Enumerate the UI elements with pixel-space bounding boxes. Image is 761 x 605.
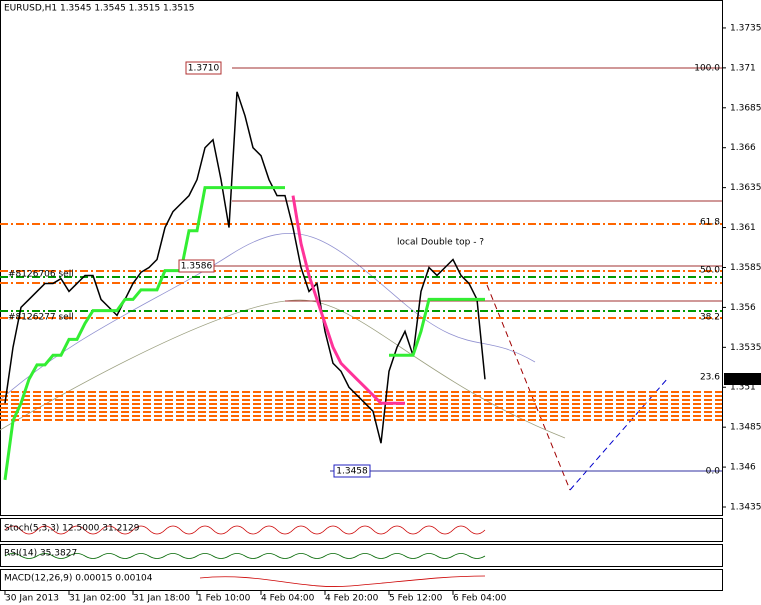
- y-tick-label: 1.356: [730, 303, 756, 313]
- stop-line: [389, 297, 485, 357]
- indicator-label: MACD(12,26,9) 0.00015 0.00104: [4, 574, 153, 584]
- annotation: local Double top - ?: [397, 238, 484, 248]
- annotation: 23.6: [700, 373, 720, 383]
- price-line: [4, 91, 486, 444]
- y-tick-label: 1.361: [730, 223, 756, 233]
- indicator-label: RSI(14) 35.3827: [4, 549, 77, 559]
- price-label-box: [333, 464, 371, 478]
- stop-line: [291, 195, 405, 405]
- annotation: 100.0: [694, 64, 720, 74]
- x-tick-label: 4 Feb 20:00: [325, 594, 379, 604]
- annotation: 0.0: [706, 467, 721, 477]
- indicator-label: Stoch(5,3,3) 12.5000 31.2129: [4, 524, 140, 534]
- annotation: #8126706 sell: [8, 270, 74, 280]
- y-tick-label: 1.3435: [730, 503, 761, 513]
- moving-average: [0, 299, 566, 439]
- y-tick-label: 1.3735: [730, 23, 761, 33]
- x-tick-label: 5 Feb 12:00: [389, 594, 443, 604]
- stop-line: [3, 186, 285, 481]
- y-tick-label: 1.371: [730, 63, 756, 73]
- annotation: 50.0: [700, 266, 720, 276]
- rsi-line: [4, 553, 486, 559]
- last-price: 1.3515: [728, 375, 760, 385]
- stoch-pane: [0, 518, 723, 542]
- macd-pane: [0, 569, 723, 591]
- x-tick-label: 4 Feb 04:00: [261, 594, 315, 604]
- last-price-box: [724, 373, 761, 385]
- annotation: 1.3458: [336, 467, 368, 477]
- macd-signal: [199, 575, 486, 587]
- rsi-pane: [0, 544, 723, 567]
- x-tick-label: 6 Feb 04:00: [453, 594, 507, 604]
- y-tick-label: 1.3685: [730, 103, 761, 113]
- y-tick-label: 1.3585: [730, 263, 761, 273]
- price-label-box: [185, 61, 222, 75]
- x-tick-label: 1 Feb 10:00: [197, 594, 251, 604]
- x-tick-label: 30 Jan 2013: [5, 594, 59, 604]
- annotation: #8126277 sell: [8, 313, 74, 323]
- x-tick-label: 31 Jan 02:00: [69, 594, 126, 604]
- chart-title: EURUSD,H1 1.3545 1.3545 1.3515 1.3515: [4, 4, 195, 14]
- annotation: 61.8: [700, 218, 720, 228]
- x-tick-label: 31 Jan 18:00: [133, 594, 190, 604]
- y-tick-label: 1.3635: [730, 183, 761, 193]
- annotation: 1.3710: [188, 64, 220, 74]
- y-tick-label: 1.351: [730, 383, 756, 393]
- y-tick-label: 1.366: [730, 143, 756, 153]
- y-tick-label: 1.346: [730, 463, 756, 473]
- stoch-line: [4, 525, 486, 535]
- y-tick-label: 1.3485: [730, 423, 761, 433]
- price-label-box: [178, 259, 215, 273]
- y-tick-label: 1.3535: [730, 343, 761, 353]
- annotation: 1.3586: [181, 262, 213, 272]
- annotation: 38.2: [700, 313, 720, 323]
- forecast-down: [486, 284, 571, 491]
- main-pane: [0, 0, 723, 516]
